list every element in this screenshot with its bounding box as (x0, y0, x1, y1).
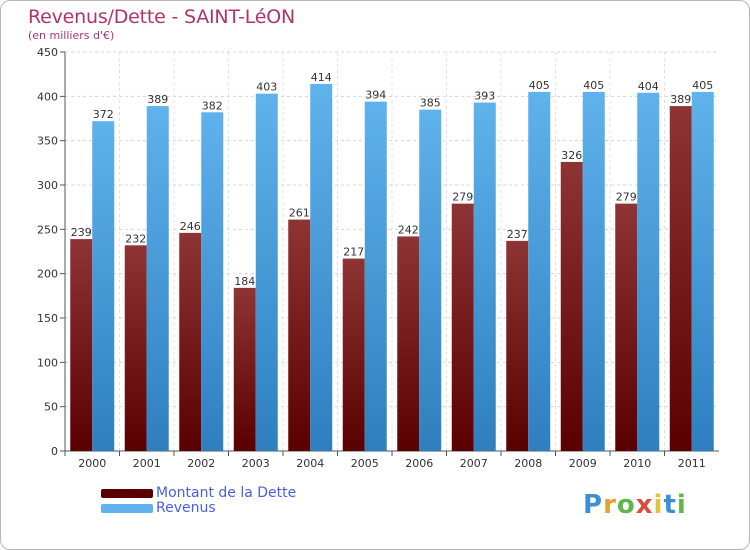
ytick-label-350: 350 (37, 135, 58, 148)
bar-revenus-2002 (201, 112, 224, 451)
ytick-label-0: 0 (51, 445, 58, 458)
axes: 0 50 100 150 200 250 300 350 400 450 2000 2001 2002 2… (37, 46, 719, 470)
data-label-dette-2005: 217 (343, 246, 364, 259)
bar-revenus-2005 (364, 101, 387, 452)
data-label-revenus-2008: 405 (529, 79, 550, 92)
legend-item-revenus: Revenus (101, 501, 296, 516)
legend-swatch-revenus (101, 504, 153, 513)
bar-dette-2005 (342, 258, 365, 451)
bar-dette-2004 (288, 219, 311, 451)
logo-letter: i (676, 490, 687, 520)
legend-swatch-dette (101, 489, 153, 498)
data-label-dette-2000: 239 (71, 226, 92, 239)
legend-item-dette: Montant de la Dette (101, 486, 296, 501)
data-label-revenus-2003: 403 (256, 81, 277, 94)
xtick-label-2010: 2010 (623, 457, 651, 470)
bar-dette-2008 (506, 240, 529, 451)
data-label-revenus-2002: 382 (202, 99, 223, 112)
legend-label-revenus: Revenus (156, 500, 216, 516)
bar-dette-2002 (179, 232, 202, 451)
bar-dette-2000 (70, 239, 93, 451)
xtick-label-2003: 2003 (242, 457, 270, 470)
data-label-revenus-2006: 385 (420, 97, 441, 110)
bar-revenus-2010 (637, 92, 660, 451)
data-label-dette-2003: 184 (234, 275, 255, 288)
data-label-dette-2002: 246 (180, 220, 201, 233)
data-label-dette-2006: 242 (398, 223, 419, 236)
data-label-revenus-2005: 394 (365, 89, 386, 102)
xtick-label-2005: 2005 (351, 457, 379, 470)
data-label-dette-2010: 279 (616, 191, 637, 204)
data-label-dette-2009: 326 (561, 149, 582, 162)
data-label-revenus-2007: 393 (474, 90, 495, 103)
data-labels: 239 372 232 389 246 382 184 403 261 414 217 394 242 3… (71, 71, 714, 288)
data-label-revenus-2009: 405 (583, 79, 604, 92)
ytick-label-400: 400 (37, 90, 58, 103)
logo-letter: r (603, 490, 617, 520)
bar-revenus-2007 (473, 102, 496, 451)
proxiti-logo: Proxiti (583, 490, 687, 520)
ytick-label-150: 150 (37, 312, 58, 325)
bar-dette-2001 (124, 245, 147, 451)
bar-revenus-2011 (691, 91, 714, 452)
ytick-label-300: 300 (37, 179, 58, 192)
data-label-dette-2007: 279 (452, 191, 473, 204)
data-label-revenus-2000: 372 (93, 108, 114, 121)
bar-dette-2006 (397, 236, 420, 451)
xtick-label-2011: 2011 (678, 457, 706, 470)
bar-dette-2010 (615, 203, 638, 451)
data-label-dette-2008: 237 (507, 228, 528, 241)
bar-dette-2007 (451, 203, 474, 451)
data-label-revenus-2010: 404 (638, 80, 659, 93)
xtick-label-2006: 2006 (405, 457, 433, 470)
bar-dette-2003 (233, 287, 256, 451)
logo-letter: x (635, 490, 654, 520)
bars (70, 83, 714, 452)
xtick-label-2007: 2007 (460, 457, 488, 470)
bar-revenus-2000 (92, 121, 115, 451)
bar-dette-2011 (669, 106, 692, 451)
data-label-dette-2001: 232 (125, 232, 146, 245)
legend: Montant de la Dette Revenus (101, 486, 296, 516)
data-label-revenus-2011: 405 (692, 79, 713, 92)
ytick-label-100: 100 (37, 356, 58, 369)
logo-letter: i (653, 490, 664, 520)
data-label-dette-2011: 389 (670, 93, 691, 106)
bar-revenus-2009 (582, 91, 605, 452)
bar-revenus-2001 (146, 106, 169, 451)
chart-subtitle: (en milliers d'€) (28, 29, 115, 42)
bar-revenus-2003 (255, 93, 278, 451)
xtick-label-2000: 2000 (78, 457, 106, 470)
bar-revenus-2008 (528, 91, 551, 452)
grid-lines (65, 51, 719, 451)
ytick-label-250: 250 (37, 223, 58, 236)
data-label-revenus-2001: 389 (147, 93, 168, 106)
ytick-label-50: 50 (44, 401, 58, 414)
bar-revenus-2006 (419, 109, 442, 451)
xtick-label-2008: 2008 (514, 457, 542, 470)
logo-letter: P (583, 490, 604, 520)
xtick-label-2002: 2002 (187, 457, 215, 470)
chart-title: Revenus/Dette - SAINT-LéON (28, 6, 296, 28)
bar-dette-2009 (560, 161, 583, 452)
data-label-revenus-2004: 414 (311, 71, 332, 84)
logo-letter: o (616, 490, 636, 520)
legend-label-dette: Montant de la Dette (156, 485, 297, 501)
data-label-dette-2004: 261 (289, 207, 310, 220)
ytick-label-450: 450 (37, 46, 58, 59)
ytick-label-200: 200 (37, 268, 58, 281)
xtick-label-2004: 2004 (296, 457, 324, 470)
logo-letter: t (663, 490, 677, 520)
bar-revenus-2004 (310, 83, 333, 452)
xtick-label-2001: 2001 (133, 457, 161, 470)
xtick-label-2009: 2009 (569, 457, 597, 470)
